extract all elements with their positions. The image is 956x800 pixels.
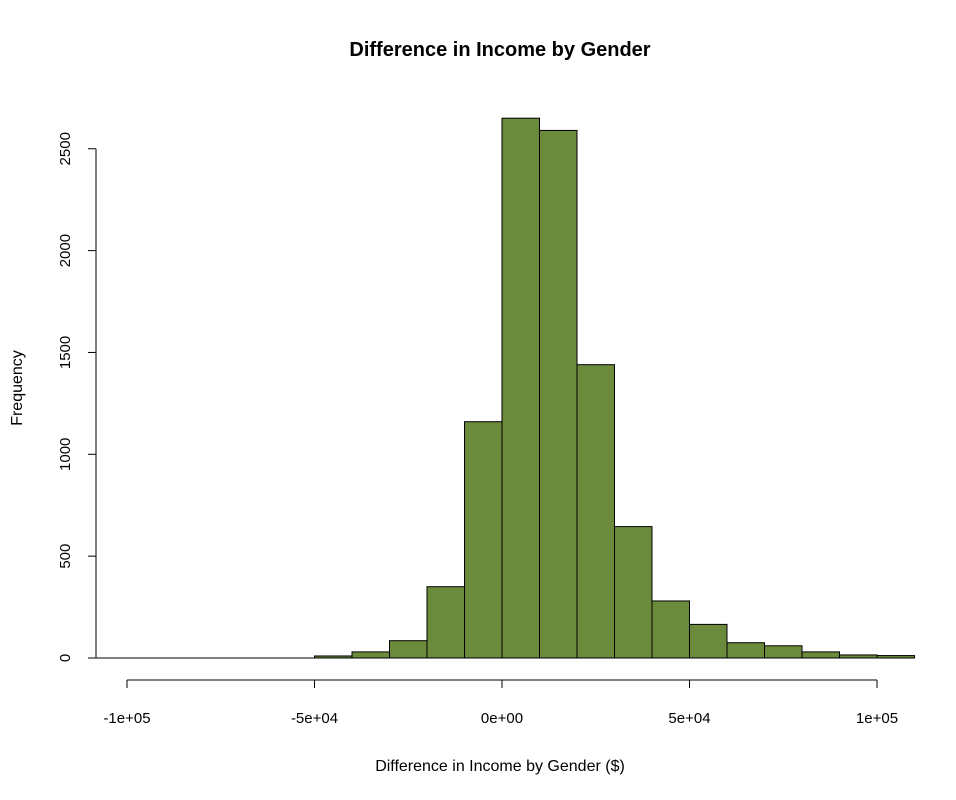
histogram-bar [351, 651, 390, 659]
chart-title: Difference in Income by Gender [349, 39, 650, 61]
y-tick-label: 1500 [57, 336, 74, 369]
y-tick-label: 1000 [57, 438, 74, 471]
histogram-bar [389, 640, 428, 659]
histogram-bar [464, 421, 503, 659]
y-tick-label: 2500 [57, 132, 74, 165]
y-axis: 0 500 1000 1500 2000 2500 [57, 132, 97, 662]
x-tick-label: -5e+04 [291, 710, 338, 727]
x-tick-label: -1e+05 [103, 710, 150, 727]
y-tick-label: 2000 [57, 234, 74, 267]
histogram-bar [576, 364, 615, 659]
histogram-bar [539, 129, 578, 659]
y-tick-label: 0 [57, 654, 74, 662]
y-tick-label: 500 [57, 544, 74, 569]
bars-group [89, 117, 915, 659]
histogram-bar [764, 645, 803, 659]
histogram-bar [876, 655, 915, 659]
x-axis-label: Difference in Income by Gender ($) [375, 758, 625, 775]
histogram-bar [426, 586, 465, 659]
x-tick-label: 1e+05 [856, 710, 898, 727]
x-tick-label: 0e+00 [481, 710, 523, 727]
histogram-bar [614, 526, 653, 659]
histogram-bar [689, 623, 728, 659]
histogram-bar [801, 651, 840, 659]
histogram-bar [651, 600, 690, 659]
histogram-bar [839, 654, 878, 659]
histogram-bar [314, 655, 353, 659]
y-axis-label: Frequency [9, 350, 26, 426]
x-tick-label: 5e+04 [668, 710, 710, 727]
histogram-bar [501, 117, 540, 659]
x-axis: -1e+05 -5e+04 0e+00 5e+04 1e+05 [103, 679, 898, 727]
histogram-bar [726, 642, 765, 659]
